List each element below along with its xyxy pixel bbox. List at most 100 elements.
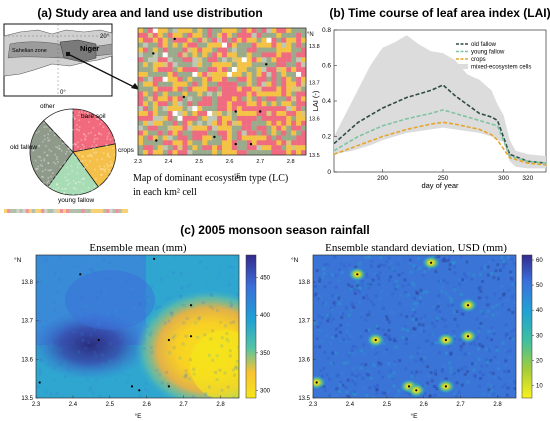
land-use-map-cell bbox=[142, 96, 149, 102]
pie-speckle bbox=[35, 167, 37, 170]
lai-y-tick-label: 0.8 bbox=[322, 27, 331, 34]
rainfall-std-texture-cell bbox=[365, 293, 369, 297]
land-use-map-cell bbox=[217, 71, 223, 78]
land-use-map-cell bbox=[241, 135, 247, 141]
land-use-map-station bbox=[182, 95, 185, 99]
land-use-map-cell bbox=[281, 62, 287, 68]
pie-speckle bbox=[103, 152, 105, 154]
land-use-map-cell bbox=[217, 57, 223, 63]
land-use-map-cell bbox=[236, 37, 242, 43]
rainfall-mean-texture-cell bbox=[187, 284, 191, 288]
rainfall-mean-texture-cell bbox=[231, 275, 235, 279]
pie-band-cell bbox=[72, 209, 76, 213]
land-use-map-y-ticks: 13.813.713.613.5 bbox=[309, 44, 320, 159]
land-use-map-cell bbox=[271, 125, 277, 131]
rainfall-std-texture-cell bbox=[458, 282, 461, 286]
land-use-map-cell bbox=[241, 52, 247, 58]
rainfall-std-texture-cell bbox=[444, 377, 448, 381]
rainfall-std-background bbox=[313, 255, 516, 398]
inset-country-label: Niger bbox=[80, 44, 99, 53]
land-use-map-cell bbox=[207, 76, 213, 82]
rainfall-std-texture-cell bbox=[421, 358, 425, 362]
land-use-map-cell bbox=[222, 96, 228, 102]
land-use-map-cell bbox=[291, 106, 297, 112]
rainfall-std-texture-cell bbox=[350, 372, 354, 376]
land-use-map-cell bbox=[276, 28, 282, 34]
land-use-map-cell bbox=[286, 135, 292, 141]
rainfall-std-texture-cell bbox=[323, 285, 327, 289]
land-use-map-cell bbox=[256, 28, 262, 34]
rainfall-std-texture-cell bbox=[460, 293, 463, 297]
rainfall-std-texture-cell bbox=[366, 278, 370, 282]
land-use-map-cell bbox=[142, 145, 149, 151]
pie-speckle bbox=[49, 129, 51, 132]
rainfall-std-texture-cell bbox=[411, 314, 415, 318]
land-use-map-cell bbox=[182, 111, 188, 117]
land-use-map-cell bbox=[167, 125, 173, 131]
rainfall-mean-texture-cell bbox=[63, 316, 66, 320]
rainfall-std-texture-cell bbox=[383, 391, 387, 395]
land-use-map-cell bbox=[231, 130, 238, 136]
land-use-map-cell bbox=[197, 111, 203, 117]
land-use-map-cell bbox=[286, 76, 292, 82]
land-use-map-cell bbox=[202, 62, 208, 68]
rainfall-mean-texture-cell bbox=[84, 373, 88, 377]
land-use-map-cell bbox=[207, 52, 213, 58]
rainfall-std-texture-cell bbox=[419, 397, 423, 398]
pie-speckle bbox=[86, 112, 89, 114]
pie-speckle bbox=[58, 148, 61, 150]
rainfall-mean-texture-cell bbox=[143, 347, 146, 350]
land-use-map-cell bbox=[236, 67, 242, 73]
land-use-map-cell bbox=[212, 111, 218, 117]
land-use-map-cell bbox=[231, 145, 238, 151]
land-use-map-cell bbox=[147, 145, 154, 151]
rainfall-std-texture-cell bbox=[459, 345, 463, 349]
rainfall-std-texture-cell bbox=[351, 391, 355, 395]
land-use-map-cell bbox=[202, 86, 208, 92]
rainfall-mean-texture-cell bbox=[209, 337, 213, 341]
rainfall-std-texture-cell bbox=[320, 374, 324, 378]
pie-speckle bbox=[65, 150, 68, 153]
rainfall-std-texture-cell bbox=[437, 279, 441, 283]
pie-speckle bbox=[84, 159, 87, 162]
rainfall-std-texture-cell bbox=[406, 328, 410, 332]
pie-band-cell bbox=[41, 209, 45, 213]
rainfall-std-texture-cell bbox=[464, 365, 468, 369]
rainfall-std-texture-cell bbox=[374, 294, 378, 298]
rainfall-mean-texture-cell bbox=[208, 305, 212, 309]
land-use-map-cell bbox=[138, 120, 144, 126]
pie-speckle bbox=[67, 124, 70, 126]
land-use-map-cell bbox=[187, 140, 193, 146]
land-use-map-cell bbox=[217, 150, 223, 156]
land-use-map-cell bbox=[177, 37, 183, 43]
pie-speckle bbox=[78, 126, 81, 128]
land-use-map-cell bbox=[222, 76, 228, 82]
rainfall-std-texture-cell bbox=[414, 374, 418, 378]
rainfall-std-texture-cell bbox=[347, 323, 351, 327]
heatmap-y-tick-label: 13.6 bbox=[298, 357, 310, 363]
rainfall-std-texture-cell bbox=[392, 269, 396, 273]
rainfall-std-texture-cell bbox=[460, 383, 464, 387]
land-use-map-cell bbox=[187, 145, 193, 151]
land-use-map-cell bbox=[246, 150, 252, 156]
land-use-map-cell bbox=[236, 71, 242, 78]
rainfall-std-texture-cell bbox=[394, 280, 398, 283]
rainfall-std-texture-cell bbox=[483, 266, 487, 270]
rainfall-std-texture-cell bbox=[428, 393, 432, 397]
rainfall-mean-texture-cell bbox=[145, 373, 149, 376]
rainfall-mean-texture-cell bbox=[144, 388, 147, 392]
rainfall-std-texture-cell bbox=[439, 378, 443, 382]
land-use-map-cell bbox=[236, 130, 242, 136]
land-use-map-cell bbox=[291, 37, 297, 43]
rainfall-std-texture-cell bbox=[337, 278, 341, 282]
rainfall-mean-texture-cell bbox=[37, 274, 41, 278]
rainfall-std-texture-cell bbox=[479, 289, 483, 293]
rainfall-std-texture-cell bbox=[349, 287, 353, 291]
rainfall-mean-texture-cell bbox=[201, 301, 205, 304]
pie-speckle bbox=[66, 143, 69, 146]
pie-speckle bbox=[55, 131, 58, 133]
heatmap-x-tick-label: 2.5 bbox=[106, 402, 115, 408]
land-use-map-cell bbox=[246, 67, 252, 73]
land-use-map-cell bbox=[182, 62, 188, 68]
pie-slice-old-fallow bbox=[29, 120, 74, 188]
